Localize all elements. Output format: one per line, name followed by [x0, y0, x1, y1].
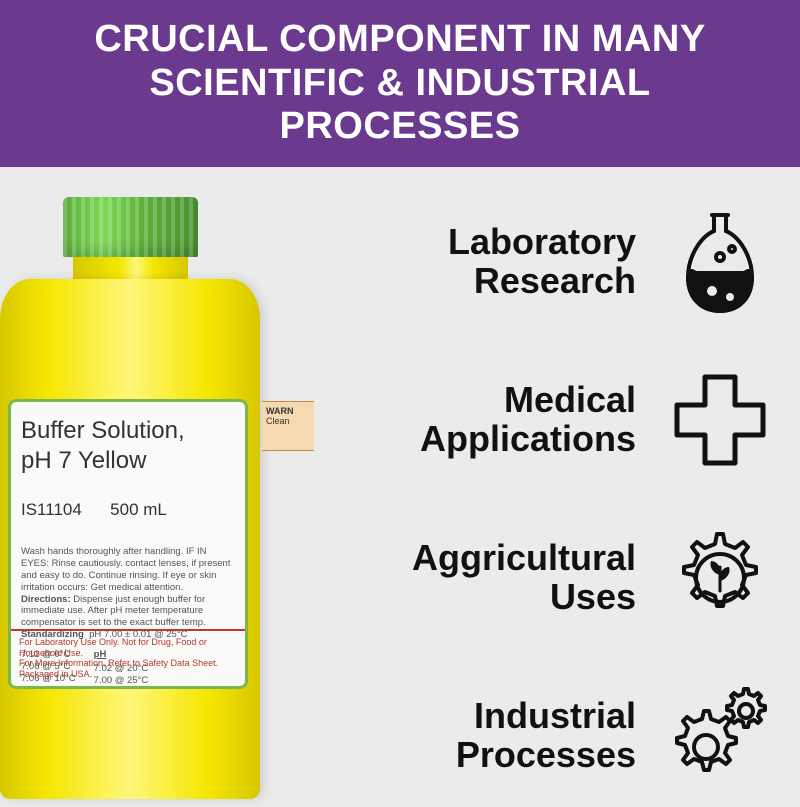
bottle-label: Buffer Solution, pH 7 Yellow IS11104 500… — [8, 399, 248, 689]
gears-icon — [660, 681, 780, 791]
label-code-row: IS11104 500 mL — [21, 500, 235, 520]
footer-line1: For Laboratory Use Only. Not for Drug, F… — [19, 637, 237, 659]
content-area: WARN Clean Buffer Solution, pH 7 Yellow … — [0, 167, 800, 807]
product-code: IS11104 — [21, 500, 82, 519]
feature-label-line2: Uses — [412, 578, 636, 617]
feature-laboratory: Laboratory Research — [340, 207, 780, 317]
bottle-cap — [63, 197, 198, 257]
feature-label: Laboratory Research — [448, 223, 636, 301]
label-title: Buffer Solution, pH 7 Yellow — [21, 416, 235, 476]
feature-industrial: Industrial Processes — [340, 681, 780, 791]
header-banner: CRUCIAL COMPONENT IN MANY SCIENTIFIC & I… — [0, 0, 800, 167]
feature-label-line2: Processes — [456, 736, 636, 775]
warning-text: WARN — [266, 406, 294, 416]
cross-icon — [660, 365, 780, 475]
feature-label: Industrial Processes — [456, 697, 636, 775]
safety-text: Wash hands thoroughly after handling. IF… — [21, 546, 230, 593]
bottle-body: WARN Clean Buffer Solution, pH 7 Yellow … — [0, 279, 260, 799]
header-line2: SCIENTIFIC & INDUSTRIAL — [40, 62, 760, 106]
feature-label-line2: Research — [448, 262, 636, 301]
feature-label: Medical Applications — [420, 381, 636, 459]
header-line3: PROCESSES — [40, 105, 760, 149]
directions-label: Directions: — [21, 594, 71, 605]
label-title-line2: pH 7 Yellow — [21, 446, 235, 476]
footer-line2: For More Information, Refer to Safety Da… — [19, 658, 237, 680]
warning-sub: Clean — [266, 416, 290, 426]
feature-label-line1: Medical — [420, 381, 636, 420]
bottle-neck — [73, 257, 188, 279]
product-image-area: WARN Clean Buffer Solution, pH 7 Yellow … — [0, 167, 340, 807]
feature-label-line1: Aggricultural — [412, 539, 636, 578]
flask-icon — [660, 207, 780, 317]
label-title-line1: Buffer Solution, — [21, 416, 235, 446]
gear-leaf-icon — [660, 523, 780, 633]
features-list: Laboratory Research Medical App — [340, 167, 800, 807]
feature-label: Aggricultural Uses — [412, 539, 636, 617]
bottle: WARN Clean Buffer Solution, pH 7 Yellow … — [0, 197, 270, 799]
feature-agricultural: Aggricultural Uses — [340, 523, 780, 633]
feature-label-line2: Applications — [420, 420, 636, 459]
table-row: 6.97 @ 40°C — [94, 687, 149, 689]
header-line1: CRUCIAL COMPONENT IN MANY — [40, 18, 760, 62]
feature-medical: Medical Applications — [340, 365, 780, 475]
feature-label-line1: Laboratory — [448, 223, 636, 262]
label-footer: For Laboratory Use Only. Not for Drug, F… — [11, 629, 245, 686]
product-volume: 500 mL — [110, 500, 167, 519]
feature-label-line1: Industrial — [456, 697, 636, 736]
bottle-warning-strip: WARN Clean — [262, 401, 314, 451]
